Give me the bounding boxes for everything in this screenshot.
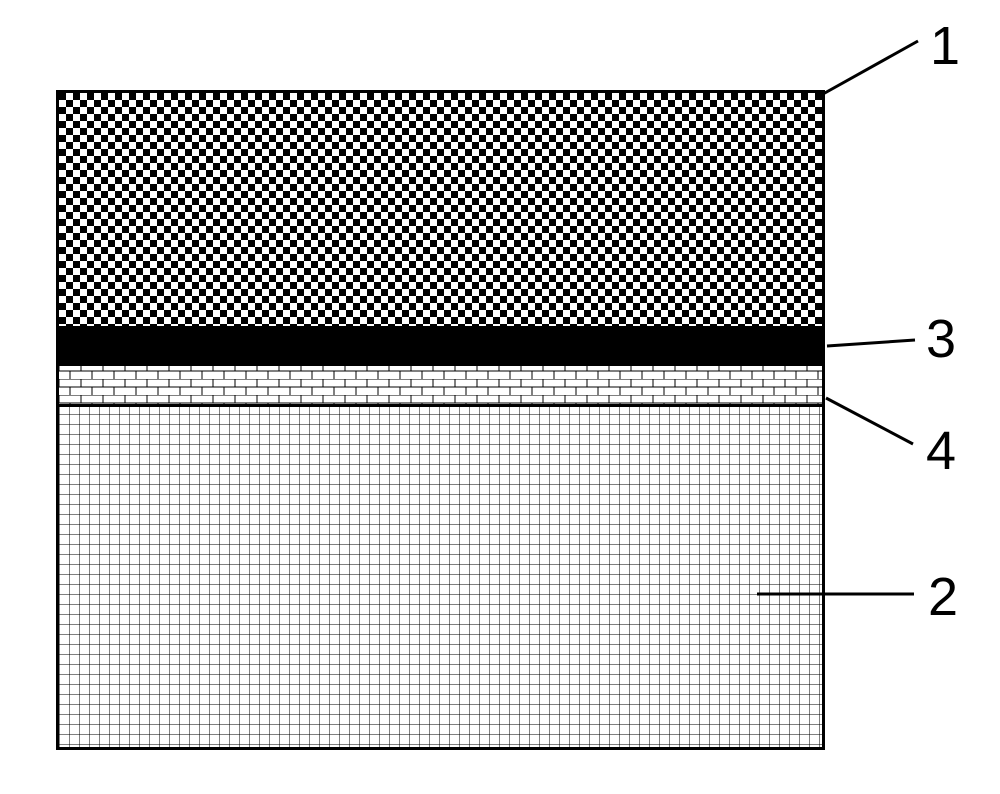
leader-lines <box>0 0 1000 794</box>
leader-3 <box>827 340 915 346</box>
label-2: 2 <box>928 566 958 628</box>
label-1: 1 <box>930 15 960 77</box>
leader-1 <box>823 41 918 94</box>
label-4: 4 <box>926 420 956 482</box>
leader-4 <box>826 398 913 444</box>
label-3: 3 <box>926 308 956 370</box>
